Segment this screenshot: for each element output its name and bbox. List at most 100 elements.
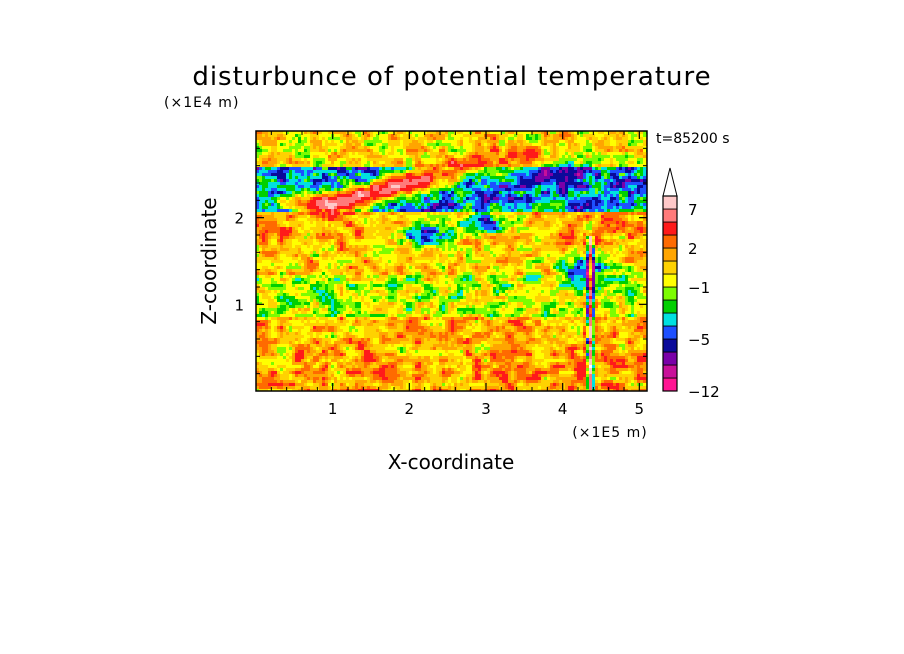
field-cell <box>325 173 329 177</box>
field-cell <box>295 146 299 150</box>
field-cell <box>277 173 281 177</box>
field-cell <box>262 227 266 231</box>
field-cell <box>541 227 545 231</box>
field-cell <box>301 194 305 198</box>
field-cell <box>460 200 464 204</box>
field-cell <box>361 194 365 198</box>
field-cell <box>607 206 611 210</box>
field-cell <box>535 179 539 183</box>
field-cell <box>379 200 383 204</box>
field-cell <box>550 206 554 210</box>
field-cell <box>358 137 362 141</box>
field-cell <box>535 242 539 246</box>
field-cell <box>403 173 407 177</box>
field-cell <box>469 194 473 198</box>
field-cell <box>400 152 404 156</box>
field-cell <box>286 179 290 183</box>
field-cell <box>394 233 398 237</box>
field-cell <box>400 242 404 246</box>
field-cell <box>271 146 275 150</box>
field-cell <box>619 179 623 183</box>
field-cell <box>283 212 287 216</box>
field-cell <box>613 218 617 222</box>
field-cell <box>307 182 311 186</box>
field-cell <box>334 137 338 141</box>
field-cell <box>613 221 617 225</box>
field-cell <box>358 155 362 159</box>
field-cell <box>439 137 443 141</box>
field-cell <box>481 140 485 144</box>
field-cell <box>460 185 464 189</box>
field-cell <box>409 227 413 231</box>
field-cell <box>496 233 500 237</box>
field-cell <box>427 233 431 237</box>
field-cell <box>427 236 431 240</box>
field-cell <box>604 167 608 171</box>
field-cell <box>337 215 341 219</box>
field-cell <box>595 227 599 231</box>
field-cell <box>346 164 350 168</box>
field-cell <box>544 143 548 147</box>
field-cell <box>496 221 500 225</box>
field-cell <box>553 212 557 216</box>
field-cell <box>289 209 293 213</box>
field-cell <box>421 212 425 216</box>
field-cell <box>334 152 338 156</box>
field-cell <box>418 164 422 168</box>
field-cell <box>316 203 320 207</box>
field-cell <box>349 155 353 159</box>
field-cell <box>304 227 308 231</box>
field-cell <box>418 182 422 186</box>
field-cell <box>520 233 524 237</box>
field-cell <box>637 176 641 180</box>
field-cell <box>430 191 434 195</box>
field-cell <box>343 233 347 237</box>
field-cell <box>376 203 380 207</box>
field-cell <box>541 134 545 138</box>
field-cell <box>469 149 473 153</box>
field-cell <box>559 191 563 195</box>
field-cell <box>406 173 410 177</box>
field-cell <box>643 188 647 192</box>
field-cell <box>571 134 575 138</box>
field-cell <box>439 200 443 204</box>
field-cell <box>574 158 578 162</box>
field-cell <box>286 236 290 240</box>
field-cell <box>316 200 320 204</box>
field-cell <box>352 224 356 228</box>
field-cell <box>397 209 401 213</box>
field-cell <box>463 227 467 231</box>
field-cell <box>262 185 266 189</box>
field-cell <box>481 236 485 240</box>
field-cell <box>349 173 353 177</box>
field-cell <box>499 194 503 198</box>
field-cell <box>511 134 515 138</box>
field-cell <box>469 140 473 144</box>
field-cell <box>601 227 605 231</box>
field-cell <box>520 131 524 135</box>
field-cell <box>259 245 263 249</box>
field-cell <box>286 218 290 222</box>
field-cell <box>505 158 509 162</box>
field-cell <box>463 158 467 162</box>
field-cell <box>274 230 278 234</box>
field-cell <box>406 188 410 192</box>
field-cell <box>637 146 641 150</box>
field-cell <box>619 137 623 141</box>
field-cell <box>457 137 461 141</box>
field-cell <box>622 242 626 246</box>
field-cell <box>340 230 344 234</box>
field-cell <box>586 137 590 141</box>
field-cell <box>370 191 374 195</box>
field-cell <box>535 236 539 240</box>
field-cell <box>310 239 314 243</box>
field-cell <box>442 215 446 219</box>
field-cell <box>283 152 287 156</box>
field-cell <box>391 140 395 144</box>
field-cell <box>544 224 548 228</box>
field-cell <box>379 185 383 189</box>
field-cell <box>637 236 641 240</box>
field-cell <box>334 194 338 198</box>
field-cell <box>259 191 263 195</box>
field-cell <box>376 143 380 147</box>
